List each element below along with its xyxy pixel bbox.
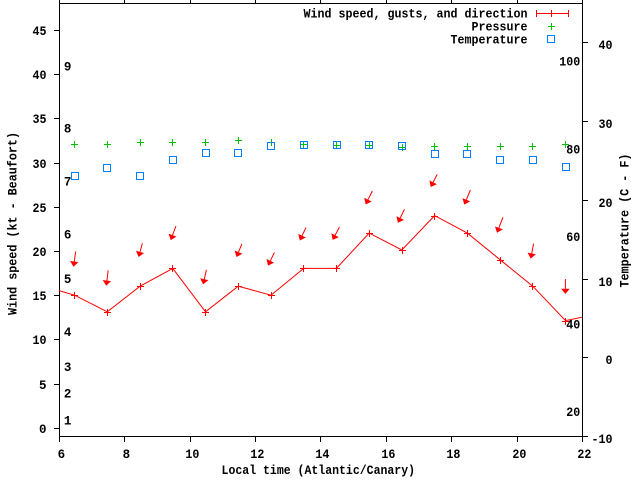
- svg-text:10: 10: [33, 334, 47, 348]
- svg-text:4: 4: [64, 326, 72, 340]
- svg-text:22: 22: [577, 448, 591, 462]
- svg-text:8: 8: [123, 448, 131, 462]
- svg-text:30: 30: [599, 118, 613, 132]
- svg-text:8: 8: [64, 123, 72, 137]
- svg-text:40: 40: [33, 69, 47, 83]
- svg-text:20: 20: [599, 197, 613, 211]
- svg-text:25: 25: [33, 202, 47, 216]
- svg-text:Local time (Atlantic/Canary): Local time (Atlantic/Canary): [222, 464, 416, 478]
- svg-text:18: 18: [446, 448, 460, 462]
- svg-text:20: 20: [566, 406, 580, 420]
- svg-text:100: 100: [559, 56, 580, 70]
- svg-text:0: 0: [39, 423, 47, 437]
- svg-text:30: 30: [33, 158, 47, 172]
- svg-text:20: 20: [33, 246, 47, 260]
- svg-text:7: 7: [64, 176, 72, 190]
- svg-text:Pressure: Pressure: [472, 20, 528, 34]
- svg-text:35: 35: [33, 113, 47, 127]
- svg-text:60: 60: [566, 231, 580, 245]
- svg-text:Wind speed, gusts, and directi: Wind speed, gusts, and direction: [304, 7, 528, 21]
- svg-text:1: 1: [64, 414, 72, 428]
- svg-text:Temperature: Temperature: [451, 33, 528, 47]
- svg-text:14: 14: [315, 448, 329, 462]
- svg-text:-10: -10: [592, 433, 613, 447]
- svg-text:Temperature (C - F): Temperature (C - F): [619, 154, 633, 288]
- svg-text:0: 0: [606, 354, 613, 368]
- svg-text:5: 5: [64, 273, 72, 287]
- svg-text:45: 45: [33, 25, 47, 39]
- svg-text:3: 3: [64, 361, 72, 375]
- svg-text:Wind speed (kt - Beaufort): Wind speed (kt - Beaufort): [6, 132, 20, 315]
- svg-text:80: 80: [566, 143, 580, 157]
- svg-text:5: 5: [39, 379, 47, 393]
- svg-text:10: 10: [185, 448, 199, 462]
- svg-text:6: 6: [64, 229, 72, 243]
- svg-text:2: 2: [64, 388, 72, 402]
- svg-text:15: 15: [33, 290, 47, 304]
- svg-text:10: 10: [599, 276, 613, 290]
- svg-text:6: 6: [58, 448, 66, 462]
- svg-text:20: 20: [512, 448, 526, 462]
- svg-text:12: 12: [250, 448, 264, 462]
- svg-text:9: 9: [64, 61, 72, 75]
- svg-text:16: 16: [381, 448, 395, 462]
- svg-text:40: 40: [599, 39, 613, 53]
- svg-text:40: 40: [566, 319, 580, 333]
